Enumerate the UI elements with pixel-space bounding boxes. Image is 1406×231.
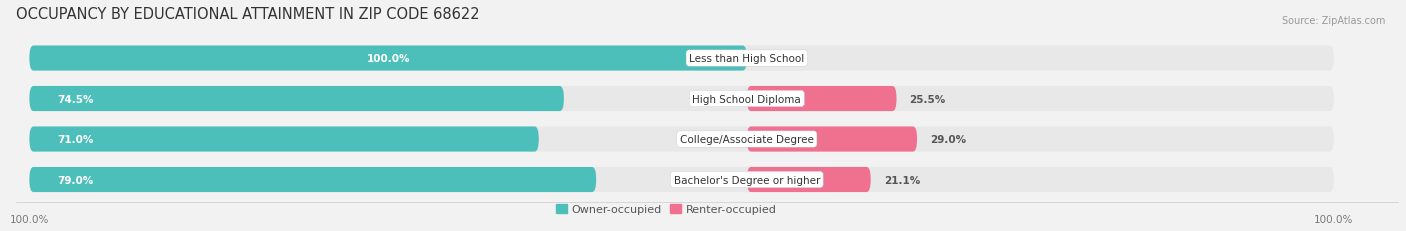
Text: 100.0%: 100.0%	[367, 54, 411, 64]
FancyBboxPatch shape	[30, 167, 596, 192]
Text: Bachelor's Degree or higher: Bachelor's Degree or higher	[673, 175, 820, 185]
Text: 79.0%: 79.0%	[56, 175, 93, 185]
Text: Less than High School: Less than High School	[689, 54, 804, 64]
Text: 29.0%: 29.0%	[931, 134, 966, 144]
Text: 21.1%: 21.1%	[884, 175, 920, 185]
Text: 74.5%: 74.5%	[56, 94, 93, 104]
FancyBboxPatch shape	[30, 87, 1334, 112]
FancyBboxPatch shape	[30, 87, 564, 112]
FancyBboxPatch shape	[747, 127, 917, 152]
FancyBboxPatch shape	[747, 87, 897, 112]
FancyBboxPatch shape	[30, 46, 1334, 71]
Text: OCCUPANCY BY EDUCATIONAL ATTAINMENT IN ZIP CODE 68622: OCCUPANCY BY EDUCATIONAL ATTAINMENT IN Z…	[17, 7, 479, 22]
Text: High School Diploma: High School Diploma	[693, 94, 801, 104]
FancyBboxPatch shape	[30, 167, 1334, 192]
FancyBboxPatch shape	[30, 127, 538, 152]
Text: 71.0%: 71.0%	[56, 134, 93, 144]
Text: Source: ZipAtlas.com: Source: ZipAtlas.com	[1281, 16, 1385, 26]
Text: College/Associate Degree: College/Associate Degree	[681, 134, 814, 144]
Text: 25.5%: 25.5%	[910, 94, 946, 104]
FancyBboxPatch shape	[30, 46, 747, 71]
FancyBboxPatch shape	[30, 127, 1334, 152]
Text: 0.0%: 0.0%	[759, 54, 789, 64]
Legend: Owner-occupied, Renter-occupied: Owner-occupied, Renter-occupied	[551, 200, 782, 219]
FancyBboxPatch shape	[747, 167, 870, 192]
